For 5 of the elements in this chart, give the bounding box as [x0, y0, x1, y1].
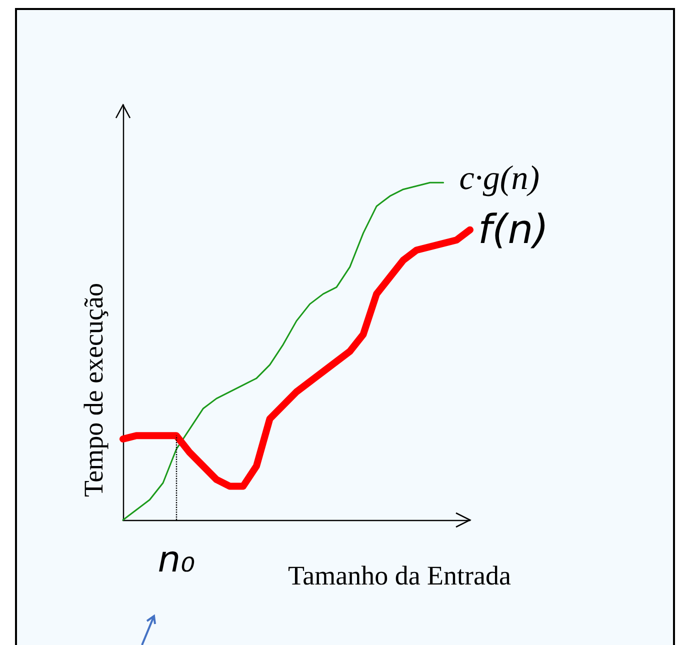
text: n₀ — [158, 540, 196, 580]
series-label: c·g(n) — [459, 160, 540, 198]
x-axis-title: Tamanho da Entrada — [288, 560, 512, 590]
series-label: f(n) — [478, 206, 549, 253]
y-axis-title: Tempo de execução — [78, 283, 108, 497]
